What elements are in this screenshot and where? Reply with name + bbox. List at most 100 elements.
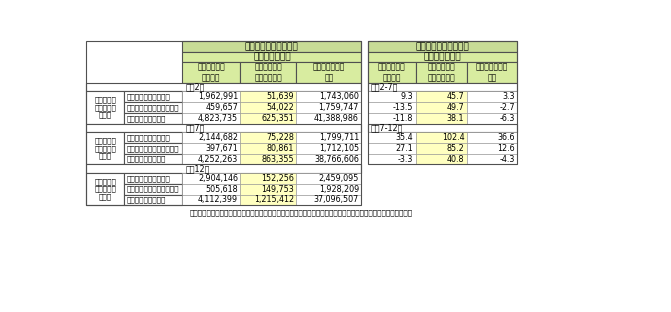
Bar [296,102,361,113]
Bar [415,113,467,124]
Text: 平成2年: 平成2年 [185,83,205,92]
Bar [183,102,240,113]
Bar [86,173,124,205]
Bar [240,113,296,124]
Bar [124,173,183,184]
Bar [86,91,124,124]
Text: 41,388,986: 41,388,986 [314,114,359,123]
Text: 38.1: 38.1 [447,114,464,123]
Bar [183,194,240,205]
Text: 459,657: 459,657 [205,103,238,112]
Text: 2,144,682: 2,144,682 [198,133,238,142]
Text: 情報通信産業サービス部門: 情報通信産業サービス部門 [127,104,179,111]
Text: -3.3: -3.3 [398,155,413,163]
Bar [240,173,296,184]
Text: 情報通信産業
サービス部門: 情報通信産業 サービス部門 [427,63,455,82]
Bar [240,194,296,205]
Bar [183,132,240,143]
Bar [467,132,517,143]
Text: 75,228: 75,228 [266,133,294,142]
Bar [240,143,296,154]
Text: 40.8: 40.8 [447,155,464,163]
Bar [368,62,415,83]
Text: 2,904,146: 2,904,146 [198,174,238,183]
Text: 625,351: 625,351 [261,114,294,123]
Text: 情報通信以外の
産業: 情報通信以外の 産業 [313,63,345,82]
Text: -13.5: -13.5 [393,103,413,112]
Text: -4.3: -4.3 [499,155,515,163]
Text: 1,743,060: 1,743,060 [319,92,359,101]
Text: 505,618: 505,618 [205,185,238,194]
Text: -11.8: -11.8 [393,114,413,123]
Bar [124,132,183,143]
Bar [467,102,517,113]
Text: 情報通信以外の産業: 情報通信以外の産業 [127,156,166,163]
Bar [240,184,296,194]
Text: （波及先）
関東以外の
８地域: （波及先） 関東以外の ８地域 [94,97,116,119]
Bar [415,143,467,154]
Text: （波及元）関東: （波及元）関東 [423,53,461,61]
Text: 27.1: 27.1 [395,144,413,153]
Text: 397,671: 397,671 [205,144,238,153]
Bar [86,124,361,132]
Bar [183,113,240,124]
Text: 情報通信産業
製造部門: 情報通信産業 製造部門 [378,63,405,82]
Text: 102.4: 102.4 [442,133,464,142]
Text: 49.7: 49.7 [447,103,464,112]
Text: 1,712,105: 1,712,105 [319,144,359,153]
Bar [368,102,415,113]
Bar [415,132,467,143]
Text: 情報通信以外の産業: 情報通信以外の産業 [127,115,166,122]
Bar [467,91,517,102]
Bar [368,113,415,124]
Bar [124,184,183,194]
Bar [415,102,467,113]
Text: 平成12年: 平成12年 [185,164,210,173]
Bar [240,154,296,164]
Bar [240,91,296,102]
Text: （波及元）関東: （波及元）関東 [253,53,291,61]
Text: 4,112,399: 4,112,399 [198,195,238,204]
Bar [183,62,240,83]
Text: 4,252,263: 4,252,263 [198,155,238,163]
Text: 45.7: 45.7 [447,92,464,101]
Bar [183,154,240,164]
Text: 2,459,095: 2,459,095 [319,174,359,183]
Bar [296,113,361,124]
Bar [467,143,517,154]
Text: 平成2-7年: 平成2-7年 [370,83,398,92]
Text: 85.2: 85.2 [447,144,464,153]
Bar [467,154,517,164]
Bar [368,143,415,154]
Text: 37,096,507: 37,096,507 [314,195,359,204]
Bar [368,132,415,143]
Bar [124,154,183,164]
Bar [240,132,296,143]
Text: 情報通信産業製造部門: 情報通信産業製造部門 [127,134,170,141]
Text: 情報通信産業
サービス部門: 情報通信産業 サービス部門 [254,63,282,82]
Bar [415,91,467,102]
Bar [183,41,361,52]
Bar [415,154,467,164]
Text: 生産誘発額（百万円）: 生産誘発額（百万円） [245,42,299,51]
Bar [240,62,296,83]
Text: 情報通信産業サービス部門: 情報通信産業サービス部門 [127,145,179,152]
Bar [296,132,361,143]
Bar [86,83,361,91]
Text: 51,639: 51,639 [266,92,294,101]
Text: 平成7年: 平成7年 [185,124,205,132]
Bar [240,102,296,113]
Bar [183,173,240,184]
Bar [368,41,517,164]
Text: 863,355: 863,355 [261,155,294,163]
Text: -2.7: -2.7 [499,103,515,112]
Text: 36.6: 36.6 [497,133,515,142]
Bar [467,62,517,83]
Text: 平成7-12年: 平成7-12年 [370,124,403,132]
Text: 149,753: 149,753 [261,185,294,194]
Bar [183,52,361,62]
Text: 情報通信産業製造部門: 情報通信産業製造部門 [127,175,170,182]
Text: 12.6: 12.6 [497,144,515,153]
Bar [86,164,361,173]
Bar [467,113,517,124]
